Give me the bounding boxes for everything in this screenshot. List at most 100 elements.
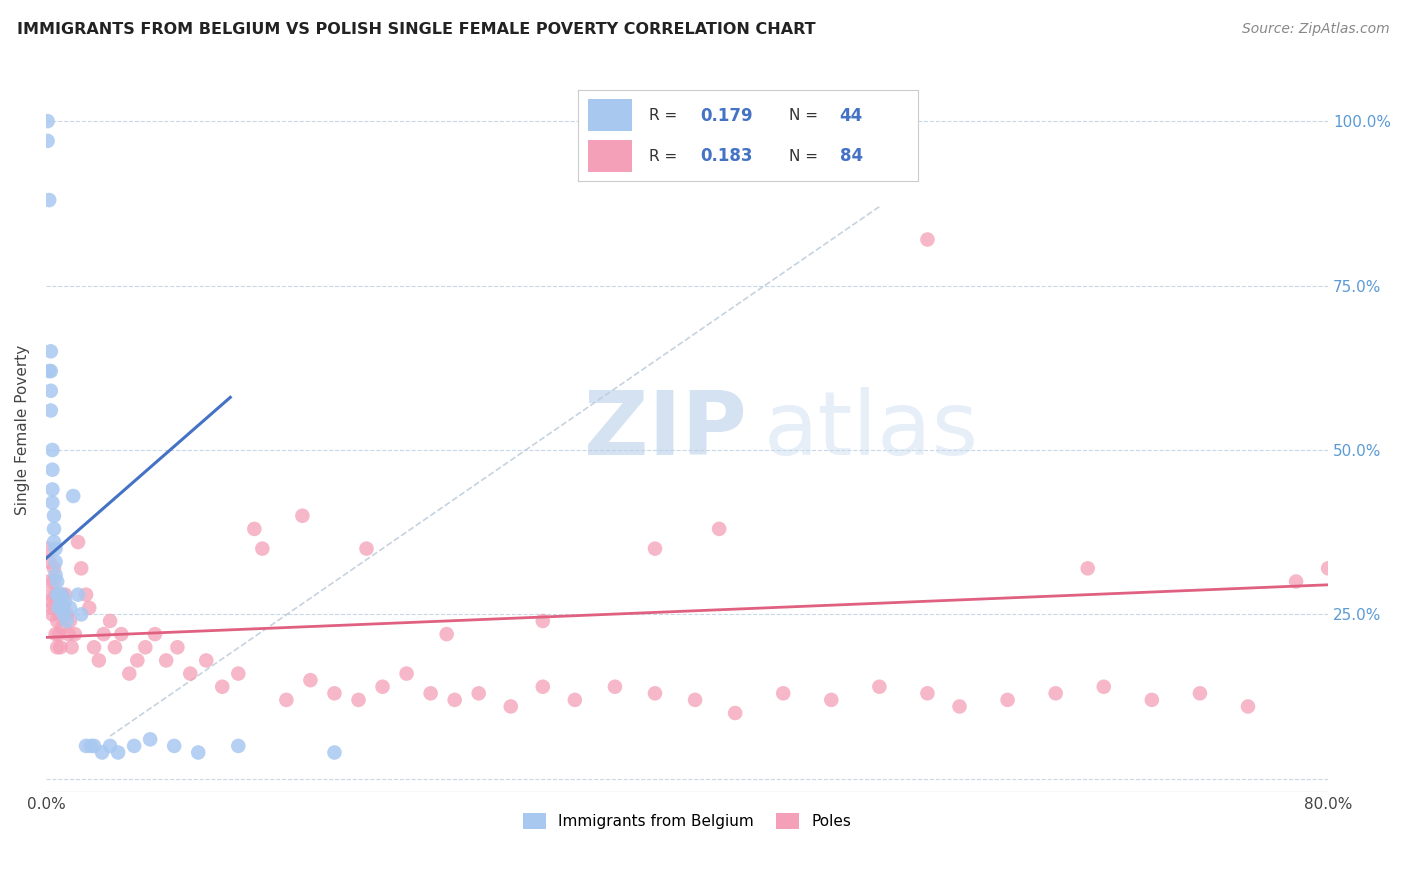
Poles	[226, 666, 249, 681]
Poles	[110, 627, 132, 641]
Poles	[53, 588, 76, 602]
Poles	[58, 627, 80, 641]
Poles	[118, 666, 141, 681]
Poles	[1092, 680, 1115, 694]
Poles	[347, 693, 370, 707]
Immigrants from Belgium	[37, 114, 59, 128]
Poles	[51, 621, 73, 635]
Poles	[75, 588, 97, 602]
Immigrants from Belgium	[91, 746, 114, 760]
Poles	[917, 686, 939, 700]
Poles	[83, 640, 105, 655]
Poles	[1285, 574, 1308, 589]
Poles	[45, 588, 67, 602]
Immigrants from Belgium	[48, 600, 70, 615]
Immigrants from Belgium	[39, 403, 62, 417]
Immigrants from Belgium	[52, 607, 75, 622]
Immigrants from Belgium	[49, 594, 72, 608]
Poles	[917, 233, 939, 247]
Poles	[276, 693, 298, 707]
Poles	[644, 686, 666, 700]
Poles	[707, 522, 730, 536]
Poles	[564, 693, 586, 707]
Poles	[243, 522, 266, 536]
Poles	[63, 627, 86, 641]
Text: ZIP: ZIP	[585, 387, 747, 474]
Poles	[531, 614, 554, 628]
Text: atlas: atlas	[763, 387, 979, 474]
Poles	[948, 699, 970, 714]
Immigrants from Belgium	[46, 588, 69, 602]
Immigrants from Belgium	[83, 739, 105, 753]
Poles	[39, 588, 62, 602]
Poles	[46, 614, 69, 628]
Poles	[42, 561, 65, 575]
Poles	[51, 588, 73, 602]
Immigrants from Belgium	[41, 483, 63, 497]
Poles	[499, 699, 522, 714]
Y-axis label: Single Female Poverty: Single Female Poverty	[15, 345, 30, 516]
Poles	[1077, 561, 1099, 575]
Poles	[48, 607, 70, 622]
Immigrants from Belgium	[39, 344, 62, 359]
Immigrants from Belgium	[41, 442, 63, 457]
Poles	[46, 640, 69, 655]
Immigrants from Belgium	[42, 508, 65, 523]
Text: IMMIGRANTS FROM BELGIUM VS POLISH SINGLE FEMALE POVERTY CORRELATION CHART: IMMIGRANTS FROM BELGIUM VS POLISH SINGLE…	[17, 22, 815, 37]
Poles	[155, 653, 177, 667]
Poles	[87, 653, 110, 667]
Poles	[143, 627, 166, 641]
Poles	[38, 555, 60, 569]
Poles	[42, 574, 65, 589]
Immigrants from Belgium	[53, 594, 76, 608]
Immigrants from Belgium	[39, 364, 62, 378]
Poles	[772, 686, 794, 700]
Immigrants from Belgium	[38, 193, 60, 207]
Immigrants from Belgium	[39, 384, 62, 398]
Text: Source: ZipAtlas.com: Source: ZipAtlas.com	[1241, 22, 1389, 37]
Poles	[1045, 686, 1067, 700]
Poles	[134, 640, 156, 655]
Immigrants from Belgium	[75, 739, 97, 753]
Poles	[45, 627, 67, 641]
Immigrants from Belgium	[42, 522, 65, 536]
Poles	[52, 600, 75, 615]
Poles	[77, 600, 100, 615]
Poles	[195, 653, 218, 667]
Immigrants from Belgium	[139, 732, 162, 747]
Immigrants from Belgium	[37, 134, 59, 148]
Immigrants from Belgium	[51, 600, 73, 615]
Poles	[211, 680, 233, 694]
Immigrants from Belgium	[66, 588, 89, 602]
Poles	[60, 640, 83, 655]
Poles	[395, 666, 418, 681]
Poles	[436, 627, 458, 641]
Poles	[66, 535, 89, 549]
Immigrants from Belgium	[41, 463, 63, 477]
Legend: Immigrants from Belgium, Poles: Immigrants from Belgium, Poles	[516, 806, 858, 835]
Poles	[683, 693, 706, 707]
Poles	[644, 541, 666, 556]
Poles	[467, 686, 489, 700]
Immigrants from Belgium	[98, 739, 121, 753]
Poles	[37, 541, 59, 556]
Immigrants from Belgium	[46, 574, 69, 589]
Poles	[59, 614, 82, 628]
Poles	[166, 640, 188, 655]
Poles	[179, 666, 201, 681]
Immigrants from Belgium	[56, 614, 79, 628]
Immigrants from Belgium	[45, 555, 67, 569]
Poles	[127, 653, 149, 667]
Immigrants from Belgium	[42, 535, 65, 549]
Poles	[323, 686, 346, 700]
Poles	[1188, 686, 1211, 700]
Immigrants from Belgium	[226, 739, 249, 753]
Poles	[70, 561, 93, 575]
Poles	[39, 594, 62, 608]
Poles	[603, 680, 626, 694]
Immigrants from Belgium	[107, 746, 129, 760]
Immigrants from Belgium	[187, 746, 209, 760]
Immigrants from Belgium	[323, 746, 346, 760]
Poles	[41, 607, 63, 622]
Poles	[291, 508, 314, 523]
